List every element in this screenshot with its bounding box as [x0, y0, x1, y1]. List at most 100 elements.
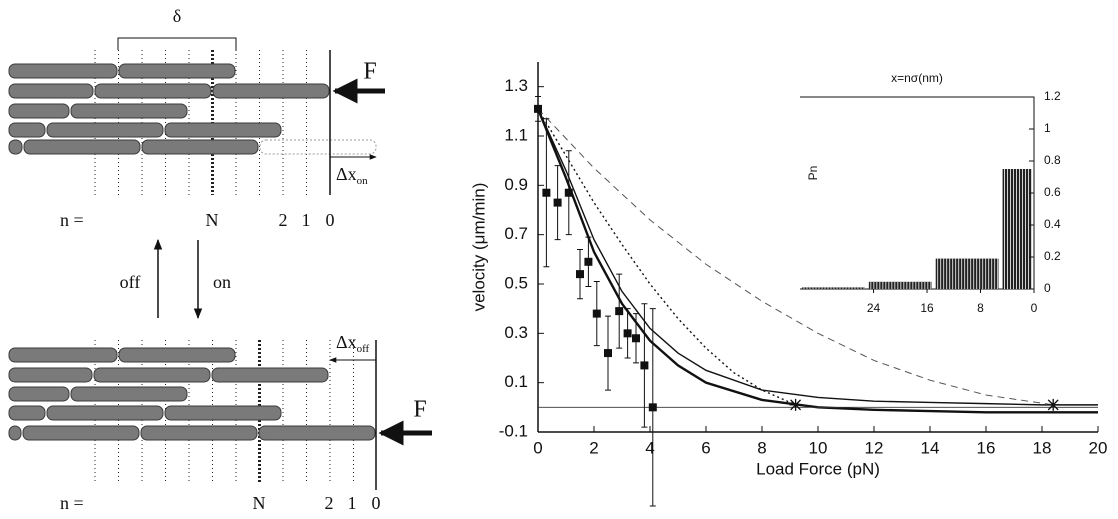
subunit — [93, 367, 211, 383]
data-point — [542, 188, 551, 197]
subunit — [94, 83, 212, 99]
bar — [1002, 169, 1032, 289]
n-label: n = — [60, 493, 84, 513]
star-marker — [1047, 398, 1060, 411]
subunit — [8, 405, 46, 421]
subunit — [8, 367, 93, 383]
y-axis-label: velocity (μm/min) — [469, 183, 488, 312]
x-tick-label: 4 — [645, 438, 654, 457]
dx-label: Δx — [336, 332, 357, 352]
subunit — [164, 122, 282, 138]
n-label: n = — [60, 210, 84, 230]
delta-label: δ — [173, 6, 181, 26]
data-point — [564, 188, 573, 197]
on-label: on — [213, 272, 231, 292]
bar — [868, 281, 932, 289]
subunit — [141, 139, 259, 155]
position-label: 0 — [326, 210, 335, 230]
data-point — [648, 403, 657, 412]
y-tick-label: 0.9 — [504, 175, 528, 194]
data-point — [576, 270, 584, 279]
subunit — [258, 425, 376, 441]
position-label: 2 — [279, 210, 288, 230]
charts: -0.10.10.30.50.70.91.11.30 2 4 6 8 10 12 14 16 18… — [469, 62, 1107, 507]
y-tick-label: 1.1 — [504, 125, 528, 144]
star-marker — [789, 398, 802, 411]
position-label: 1 — [302, 210, 311, 230]
dx-sub: off — [357, 343, 370, 355]
y-tick-label: 1.3 — [504, 76, 528, 95]
data-point — [534, 104, 542, 113]
data-point — [592, 309, 601, 318]
y-tick-label: 0.3 — [504, 323, 528, 342]
subunit — [8, 83, 94, 99]
data-point — [615, 307, 624, 316]
subunit — [118, 63, 236, 79]
subunit — [8, 425, 22, 441]
dx-on-label: Δxon — [336, 164, 368, 186]
diagram: δ F F Δxon Δxoff n = n = N 2 1 0 N 2 1 0… — [60, 6, 427, 513]
subunit — [164, 405, 282, 421]
x-tick-label: 24 — [867, 301, 881, 315]
x-tick-label: 16 — [920, 301, 934, 315]
x-tick-label: 18 — [1033, 438, 1052, 457]
inset-y-label: Pn — [806, 166, 820, 181]
subunit — [118, 347, 236, 363]
y-tick-label: 0.1 — [504, 372, 528, 391]
subunit — [140, 425, 258, 441]
dx-sub: on — [357, 175, 369, 187]
subunit — [8, 122, 46, 138]
subunit — [22, 425, 140, 441]
dx-off-label: Δxoff — [336, 332, 370, 354]
data-point — [553, 198, 562, 207]
x-tick-label: 2 — [589, 438, 598, 457]
force-label: F — [363, 59, 376, 85]
fit-curve — [537, 108, 1054, 406]
y-tick-label: 0.2 — [1044, 249, 1061, 263]
fit-curve — [537, 108, 1098, 406]
y-tick-label: -0.1 — [499, 421, 528, 440]
y-tick-label: 0.7 — [504, 224, 528, 243]
diagram-shapes — [8, 37, 432, 490]
y-tick-label: 0.6 — [1044, 185, 1061, 199]
position-label: 0 — [372, 493, 381, 513]
x-tick-label: 0 — [533, 438, 542, 457]
position-label: N — [206, 210, 219, 230]
y-tick-label: 0.8 — [1044, 153, 1061, 167]
inset-title: x=nσ(nm) — [891, 71, 943, 85]
fit-curve — [537, 108, 796, 406]
subunit — [46, 405, 164, 421]
off-label: off — [120, 272, 141, 292]
fit-curve — [536, 108, 1098, 414]
bar — [935, 258, 999, 289]
subunit — [70, 103, 188, 119]
delta-bracket — [117, 37, 237, 50]
x-tick-label: 10 — [809, 438, 828, 457]
x-tick-label: 16 — [977, 438, 996, 457]
dx-label: Δx — [336, 164, 357, 184]
inset-background — [800, 97, 1034, 289]
subunit — [8, 347, 118, 363]
subunit — [8, 386, 70, 402]
x-tick-label: 0 — [1031, 301, 1038, 315]
data-point — [640, 361, 649, 370]
position-label: N — [253, 493, 266, 513]
x-tick-label: 6 — [701, 438, 710, 457]
subunit — [23, 139, 141, 155]
data-point — [623, 329, 632, 338]
data-point — [604, 349, 612, 358]
x-tick-label: 14 — [921, 438, 940, 457]
subunit — [8, 103, 70, 119]
data-point — [632, 334, 640, 343]
subunit — [46, 122, 164, 138]
subunit — [8, 63, 118, 79]
x-tick-label: 8 — [757, 438, 766, 457]
x-axis-label: Load Force (pN) — [756, 459, 880, 478]
force-label: F — [413, 397, 426, 423]
x-tick-label: 8 — [977, 301, 984, 315]
x-tick-label: 12 — [865, 438, 884, 457]
subunit — [211, 367, 329, 383]
y-tick-label: 1 — [1044, 121, 1051, 135]
subunit — [212, 83, 330, 99]
